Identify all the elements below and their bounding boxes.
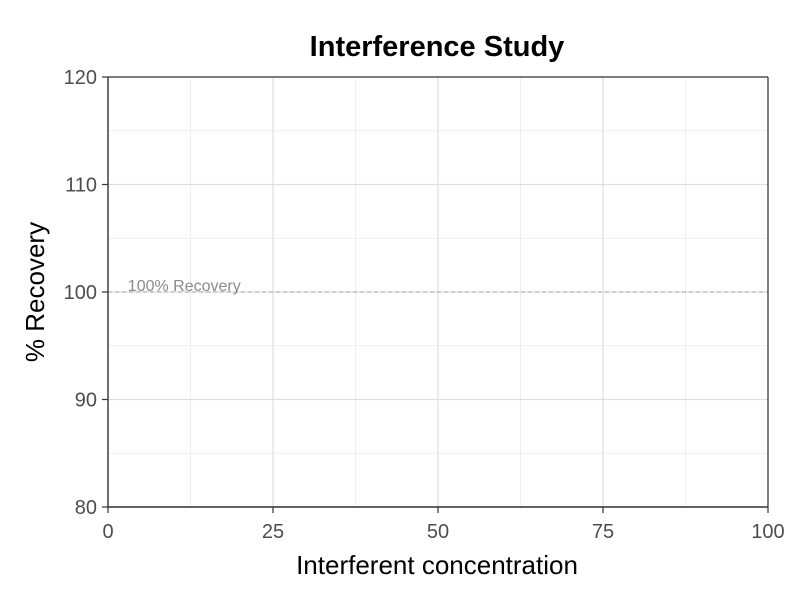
x-tick-label: 50 bbox=[427, 521, 449, 543]
x-tick-label: 0 bbox=[102, 521, 113, 543]
y-tick-label: 100 bbox=[64, 282, 97, 304]
x-tick-label: 25 bbox=[262, 521, 284, 543]
y-axis-label: % Recovery bbox=[20, 222, 50, 362]
axes bbox=[102, 76, 769, 513]
tick-labels: 0 25 50 75 100 80 90 100 110 120 bbox=[64, 67, 785, 543]
x-tick-label: 75 bbox=[592, 521, 614, 543]
x-tick-label: 100 bbox=[751, 521, 784, 543]
reference-line-label: 100% Recovery bbox=[128, 278, 241, 295]
x-axis-label: Interferent concentration bbox=[296, 550, 578, 580]
chart-title: Interference Study bbox=[310, 31, 565, 63]
y-tick-label: 110 bbox=[65, 175, 97, 197]
y-tick-label: 80 bbox=[75, 497, 97, 519]
y-tick-label: 120 bbox=[64, 67, 97, 89]
reference-line-group: 100% Recovery bbox=[108, 278, 768, 295]
y-tick-label: 90 bbox=[75, 390, 97, 412]
